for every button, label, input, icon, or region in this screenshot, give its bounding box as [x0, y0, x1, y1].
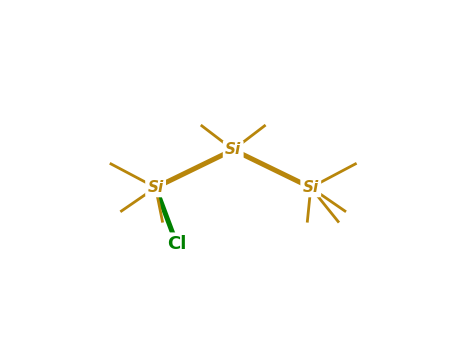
- Text: Si: Si: [147, 180, 164, 195]
- Text: Si: Si: [225, 142, 241, 157]
- Text: Cl: Cl: [167, 235, 187, 253]
- Text: Si: Si: [303, 180, 319, 195]
